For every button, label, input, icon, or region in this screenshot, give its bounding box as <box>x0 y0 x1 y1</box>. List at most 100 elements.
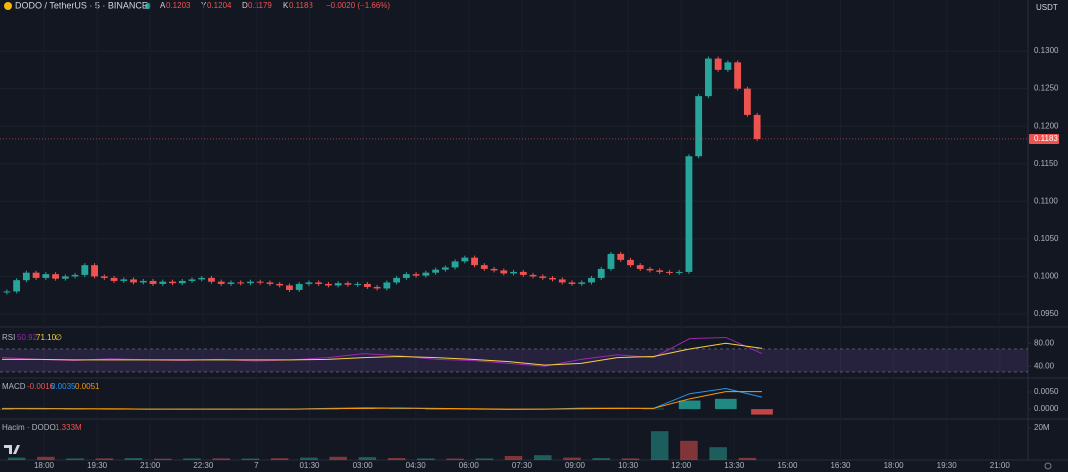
volume-bar <box>212 458 230 460</box>
candle <box>305 282 313 284</box>
candle <box>558 279 566 283</box>
x-tick-label: 01:30 <box>299 461 320 470</box>
y-tick-label: 0.0050 <box>1034 387 1059 396</box>
macd-readout: 0.0051 <box>75 382 100 391</box>
candle <box>734 62 742 89</box>
volume-bar <box>563 457 581 460</box>
y-tick-label: 0.1000 <box>1034 272 1059 281</box>
volume-bar <box>446 458 464 460</box>
candle <box>276 283 284 286</box>
x-tick-label: 7 <box>254 461 259 470</box>
macd-histogram-bar <box>0 409 13 410</box>
x-tick-label: 18:00 <box>884 461 905 470</box>
candle <box>402 274 410 278</box>
ohlc-value: 0.1203 <box>166 1 191 10</box>
x-tick-label: 16:30 <box>830 461 851 470</box>
candle <box>422 272 430 276</box>
candle <box>198 277 206 280</box>
x-tick-label: 03:00 <box>353 461 374 470</box>
rsi-label: RSI <box>2 333 15 342</box>
volume-label: Hacim · DODO <box>2 423 56 432</box>
volume-bar <box>417 458 435 460</box>
macd-histogram-bar <box>642 408 665 410</box>
x-tick-label: 21:00 <box>140 461 161 470</box>
candle <box>646 268 654 271</box>
candle <box>539 276 547 278</box>
candle <box>91 265 98 277</box>
volume-bar <box>124 458 143 460</box>
volume-bar <box>183 458 201 460</box>
candle <box>685 156 693 272</box>
x-tick-label: 19:30 <box>87 461 108 470</box>
rsi-band <box>0 348 1028 372</box>
macd-label: MACD <box>2 382 26 391</box>
volume-bar <box>738 457 757 460</box>
ohlc-value: 0.1204 <box>207 1 232 10</box>
candle <box>71 274 79 277</box>
market-status <box>145 3 151 9</box>
y-tick-label: 0.1050 <box>1034 234 1059 243</box>
x-tick-label: 06:00 <box>459 461 480 470</box>
candle <box>675 271 683 273</box>
last-price-label: 0.1183 <box>1034 134 1058 143</box>
candle <box>266 282 274 284</box>
candle <box>315 282 323 284</box>
candle <box>461 257 469 262</box>
macd-histogram-bar <box>389 408 411 410</box>
volume-bar <box>95 458 114 460</box>
candle <box>188 279 196 281</box>
volume-bar <box>154 458 172 460</box>
candle <box>81 265 89 275</box>
candle <box>169 281 176 284</box>
candle <box>441 267 449 270</box>
candle <box>256 281 264 283</box>
currency[interactable]: USDT <box>1036 3 1058 12</box>
y-tick-label: 0.1200 <box>1034 121 1059 130</box>
candle <box>578 282 586 284</box>
y-tick-label: 80.00 <box>1034 338 1055 347</box>
candle <box>500 270 508 274</box>
volume-bar <box>241 458 260 460</box>
y-tick-label: 0.1150 <box>1034 159 1058 168</box>
candle <box>334 283 342 286</box>
rsi-readout: 71.10 <box>36 333 57 342</box>
symbol-icon <box>4 2 12 10</box>
x-tick-label: 21:00 <box>990 461 1011 470</box>
volume-bar <box>37 456 55 460</box>
y-tick-label: 0.0000 <box>1034 404 1059 413</box>
candle <box>286 285 293 290</box>
rsi-readout: ∅ <box>55 333 62 342</box>
ohlc-key: K <box>283 1 289 10</box>
candle <box>607 253 615 269</box>
ohlc-value: 0.1183 <box>289 1 313 10</box>
candle <box>373 286 381 289</box>
volume-bar <box>387 458 406 460</box>
macd-readout: -0.0016 <box>27 382 55 391</box>
candle <box>159 281 167 284</box>
symbol-title[interactable]: DODO / TetherUS · 5 · BINANCE <box>15 0 148 10</box>
candle <box>325 283 332 286</box>
macd-histogram-bar <box>63 409 86 410</box>
candle <box>636 265 644 269</box>
settings-icon[interactable] <box>1044 462 1052 470</box>
volume-readout: 1.333M <box>55 423 82 432</box>
candle <box>3 291 11 293</box>
macd-histogram-bar <box>425 409 448 410</box>
y-tick-label: 20M <box>1034 423 1050 432</box>
last-price-tag <box>1029 133 1059 144</box>
candle <box>432 269 439 273</box>
x-tick-label: 15:00 <box>777 461 798 470</box>
candle <box>295 283 303 290</box>
volume-bar <box>270 458 289 460</box>
candle <box>490 268 498 271</box>
rsi-readout: 50.92 <box>17 333 38 342</box>
y-tick-label: 0.1100 <box>1034 196 1058 205</box>
ohlc-key: A <box>160 1 166 10</box>
candle <box>32 272 40 278</box>
candle <box>13 280 21 292</box>
candle <box>666 271 673 273</box>
candle <box>149 280 157 284</box>
candle <box>120 279 128 281</box>
